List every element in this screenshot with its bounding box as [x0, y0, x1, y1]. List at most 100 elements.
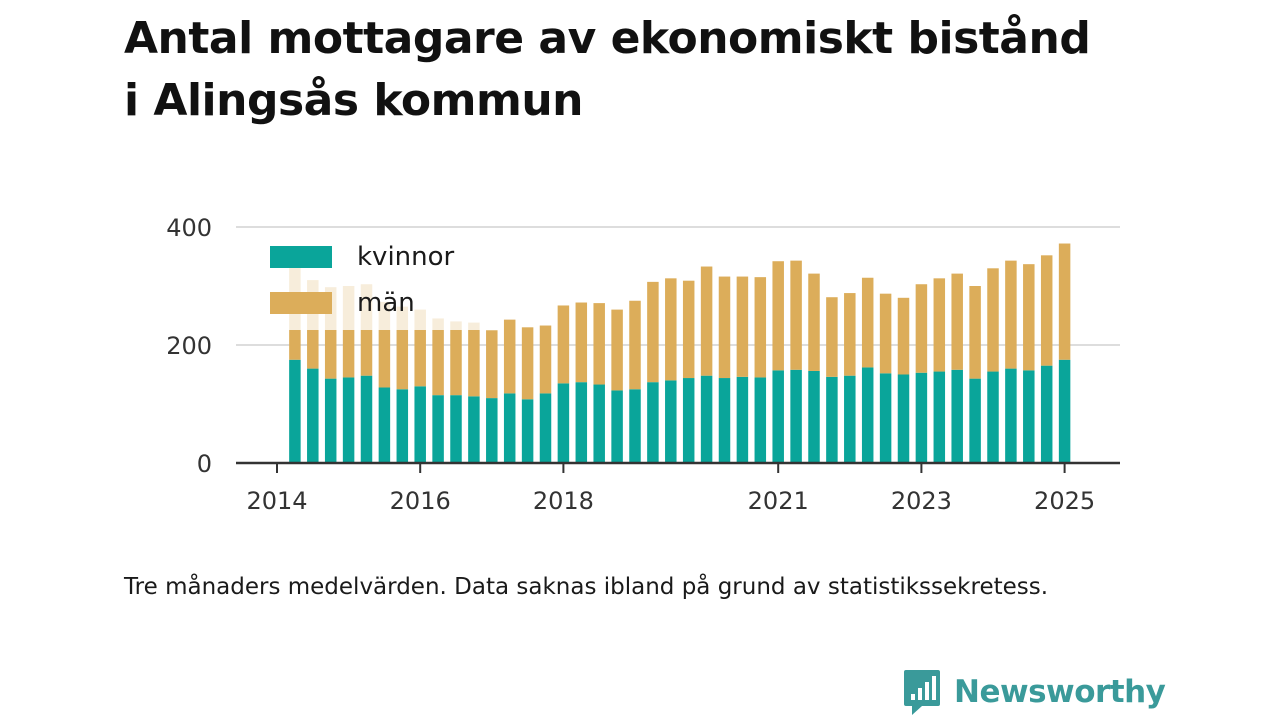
bar-man — [324, 287, 337, 379]
x-tick-label: 2021 — [748, 487, 809, 515]
bar-man — [593, 303, 605, 385]
bar-kvinnor — [915, 372, 928, 463]
chart-title-line-1: Antal mottagare av ekonomiskt bistånd — [124, 13, 1091, 64]
bar-man — [486, 330, 498, 399]
bar-kvinnor — [772, 370, 784, 463]
bar-kvinnor — [414, 386, 426, 463]
x-tick-label: 2014 — [246, 487, 307, 515]
legend-label-man: män — [357, 288, 415, 318]
bar-kvinnor — [307, 368, 319, 463]
bar-man — [754, 277, 767, 378]
bar-man — [861, 277, 874, 368]
bar-kvinnor — [360, 375, 373, 463]
bar-man — [468, 322, 480, 397]
bar-kvinnor — [468, 396, 480, 463]
bar-kvinnor — [844, 375, 856, 463]
bar-kvinnor — [647, 382, 659, 463]
bar-kvinnor — [1040, 365, 1053, 463]
bar-kvinnor — [396, 389, 409, 463]
bar-kvinnor — [969, 378, 981, 463]
bar-man — [396, 306, 409, 390]
bar-man — [378, 301, 391, 388]
bar-kvinnor — [700, 375, 713, 463]
bar-kvinnor — [1023, 370, 1035, 463]
legend: kvinnor män — [258, 234, 488, 330]
bar-man — [557, 305, 570, 384]
newsworthy-logo-icon — [904, 670, 940, 715]
bar-man — [933, 278, 946, 372]
bar-man — [951, 273, 963, 370]
bar-kvinnor — [1005, 368, 1017, 463]
bar-kvinnor — [342, 377, 355, 463]
brand: Newsworthy — [902, 668, 1166, 716]
bar-kvinnor — [808, 370, 820, 463]
bar-man — [987, 268, 999, 372]
brand-name: Newsworthy — [954, 674, 1166, 710]
bar-man — [772, 261, 784, 371]
chart-title-line-2: i Alingsås kommun — [124, 75, 583, 126]
bar-man — [718, 276, 731, 379]
y-tick-label: 400 — [166, 214, 212, 242]
chart-caption: Tre månaders medelvärden. Data saknas ib… — [124, 574, 1049, 600]
bar-kvinnor — [593, 384, 605, 463]
bar-kvinnor — [987, 371, 999, 463]
bar-man — [969, 286, 981, 379]
bar-kvinnor — [539, 393, 552, 463]
chart-title: Antal mottagare av ekonomiskt bistånd i … — [124, 8, 1224, 132]
x-tick-label: 2025 — [1034, 487, 1095, 515]
bar-man — [808, 273, 820, 371]
bar-man — [736, 276, 749, 377]
x-tick-label: 2018 — [533, 487, 594, 515]
bar-kvinnor — [432, 395, 444, 463]
bar-kvinnor — [629, 389, 641, 463]
stacked-bar-chart: 0 200 400 2014 2016 2018 2021 2023 2025 kvinnor m… — [166, 214, 1120, 515]
bar-man — [700, 266, 713, 376]
bar-man — [682, 280, 695, 379]
bar-kvinnor — [450, 395, 462, 463]
bar-man — [897, 297, 910, 375]
bar-kvinnor — [665, 380, 677, 463]
bar-kvinnor — [575, 382, 588, 463]
bar-kvinnor — [324, 378, 337, 463]
bar-kvinnor — [378, 387, 391, 463]
bar-man — [1005, 260, 1017, 369]
bar-man — [826, 297, 838, 377]
bar-kvinnor — [754, 377, 767, 463]
bar-kvinnor — [790, 369, 802, 463]
bar-kvinnor — [557, 383, 570, 463]
bar-man — [1058, 243, 1071, 360]
bar-man — [503, 319, 516, 394]
bar-man — [432, 318, 444, 396]
bar-man — [414, 309, 426, 387]
bar-man — [539, 325, 552, 394]
bar-man — [575, 302, 588, 383]
bar-kvinnor — [611, 390, 623, 463]
legend-label-kvinnor: kvinnor — [357, 242, 455, 272]
x-tick-label: 2016 — [390, 487, 451, 515]
bar-man — [844, 293, 856, 376]
y-tick-label: 200 — [166, 332, 212, 360]
bar-kvinnor — [736, 376, 749, 463]
bar-kvinnor — [933, 371, 946, 463]
bar-kvinnor — [897, 374, 910, 463]
bar-kvinnor — [682, 378, 695, 463]
bar-kvinnor — [718, 378, 731, 463]
legend-swatch-man — [270, 292, 332, 314]
bar-man — [611, 309, 623, 391]
bar-kvinnor — [861, 367, 874, 463]
bar-kvinnor — [503, 393, 516, 463]
bar-man — [629, 300, 641, 390]
bar-kvinnor — [951, 369, 963, 463]
bar-kvinnor — [879, 373, 892, 463]
bar-kvinnor — [486, 398, 498, 463]
bar-kvinnor — [289, 359, 301, 463]
bar-man — [450, 321, 462, 396]
bar-man — [521, 327, 534, 400]
bar-kvinnor — [521, 399, 534, 463]
bar-man — [915, 284, 928, 373]
y-tick-label: 0 — [197, 450, 212, 478]
bar-kvinnor — [1058, 359, 1071, 463]
bar-man — [665, 278, 677, 381]
bar-man — [790, 260, 802, 370]
bar-man — [1023, 264, 1035, 371]
